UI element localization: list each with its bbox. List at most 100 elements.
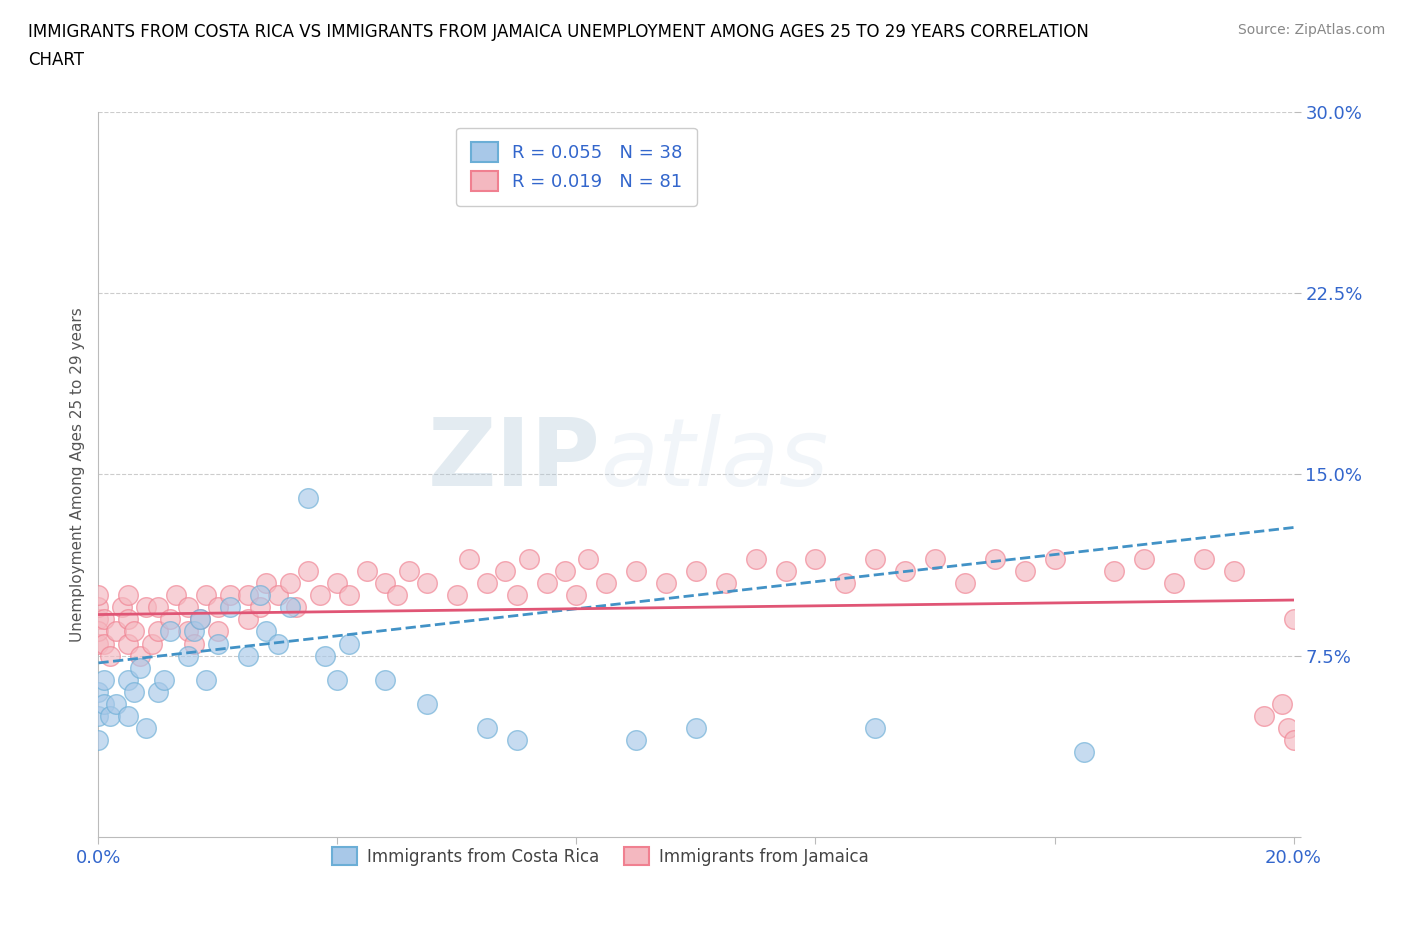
Point bbox=[129, 648, 152, 663]
Point bbox=[93, 697, 115, 711]
Point bbox=[148, 684, 170, 699]
Point bbox=[385, 588, 409, 603]
Point bbox=[98, 709, 122, 724]
Point bbox=[894, 564, 917, 578]
Text: IMMIGRANTS FROM COSTA RICA VS IMMIGRANTS FROM JAMAICA UNEMPLOYMENT AMONG AGES 25: IMMIGRANTS FROM COSTA RICA VS IMMIGRANTS… bbox=[28, 23, 1090, 41]
Point bbox=[458, 551, 481, 566]
Point bbox=[475, 576, 498, 591]
Point bbox=[655, 576, 678, 591]
Point bbox=[326, 576, 349, 591]
Point bbox=[626, 564, 648, 578]
Point bbox=[87, 612, 110, 627]
Point bbox=[249, 588, 271, 603]
Point bbox=[117, 588, 139, 603]
Point bbox=[374, 576, 396, 591]
Point bbox=[339, 636, 361, 651]
Point bbox=[159, 612, 181, 627]
Point bbox=[745, 551, 768, 566]
Point bbox=[98, 648, 122, 663]
Point bbox=[93, 636, 115, 651]
Point bbox=[1163, 576, 1185, 591]
Point bbox=[506, 733, 529, 748]
Point bbox=[834, 576, 856, 591]
Point bbox=[446, 588, 468, 603]
Point bbox=[506, 588, 529, 603]
Point bbox=[87, 733, 110, 748]
Point bbox=[517, 551, 540, 566]
Point bbox=[554, 564, 576, 578]
Point bbox=[315, 648, 337, 663]
Point bbox=[1282, 733, 1305, 748]
Point bbox=[124, 684, 146, 699]
Point bbox=[93, 672, 115, 687]
Point bbox=[207, 600, 229, 615]
Point bbox=[219, 600, 242, 615]
Point bbox=[398, 564, 420, 578]
Text: Source: ZipAtlas.com: Source: ZipAtlas.com bbox=[1237, 23, 1385, 37]
Text: ZIP: ZIP bbox=[427, 414, 600, 506]
Point bbox=[1043, 551, 1066, 566]
Point bbox=[105, 624, 128, 639]
Point bbox=[177, 648, 200, 663]
Point bbox=[278, 600, 301, 615]
Legend: Immigrants from Costa Rica, Immigrants from Jamaica: Immigrants from Costa Rica, Immigrants f… bbox=[325, 840, 876, 872]
Point bbox=[117, 612, 139, 627]
Point bbox=[326, 672, 349, 687]
Point bbox=[219, 588, 242, 603]
Point bbox=[87, 624, 110, 639]
Point bbox=[536, 576, 558, 591]
Point bbox=[1282, 612, 1305, 627]
Point bbox=[865, 551, 887, 566]
Point bbox=[267, 588, 290, 603]
Point bbox=[135, 600, 157, 615]
Point bbox=[117, 672, 139, 687]
Point bbox=[159, 624, 181, 639]
Point bbox=[1133, 551, 1156, 566]
Point bbox=[953, 576, 976, 591]
Point bbox=[195, 588, 218, 603]
Point bbox=[153, 672, 176, 687]
Point bbox=[129, 660, 152, 675]
Point bbox=[141, 636, 163, 651]
Point bbox=[93, 612, 115, 627]
Point bbox=[188, 612, 211, 627]
Point bbox=[1104, 564, 1126, 578]
Point bbox=[117, 709, 139, 724]
Point bbox=[207, 636, 229, 651]
Point bbox=[865, 721, 887, 736]
Point bbox=[87, 684, 110, 699]
Point bbox=[714, 576, 737, 591]
Point bbox=[135, 721, 157, 736]
Point bbox=[595, 576, 617, 591]
Point bbox=[416, 697, 439, 711]
Point bbox=[1014, 564, 1036, 578]
Point bbox=[177, 600, 200, 615]
Point bbox=[775, 564, 797, 578]
Point bbox=[284, 600, 307, 615]
Point bbox=[148, 600, 170, 615]
Point bbox=[236, 588, 259, 603]
Text: CHART: CHART bbox=[28, 51, 84, 69]
Point bbox=[165, 588, 187, 603]
Point bbox=[416, 576, 439, 591]
Point bbox=[924, 551, 946, 566]
Point bbox=[87, 588, 110, 603]
Point bbox=[249, 600, 271, 615]
Point bbox=[804, 551, 827, 566]
Point bbox=[374, 672, 396, 687]
Point bbox=[105, 697, 128, 711]
Point bbox=[356, 564, 378, 578]
Point bbox=[1192, 551, 1215, 566]
Point bbox=[565, 588, 588, 603]
Point bbox=[183, 636, 205, 651]
Point bbox=[188, 612, 211, 627]
Point bbox=[177, 624, 200, 639]
Point bbox=[685, 564, 707, 578]
Point bbox=[626, 733, 648, 748]
Point bbox=[1271, 697, 1294, 711]
Text: atlas: atlas bbox=[600, 414, 828, 505]
Point bbox=[308, 588, 330, 603]
Point bbox=[297, 491, 319, 506]
Point bbox=[87, 600, 110, 615]
Point bbox=[111, 600, 134, 615]
